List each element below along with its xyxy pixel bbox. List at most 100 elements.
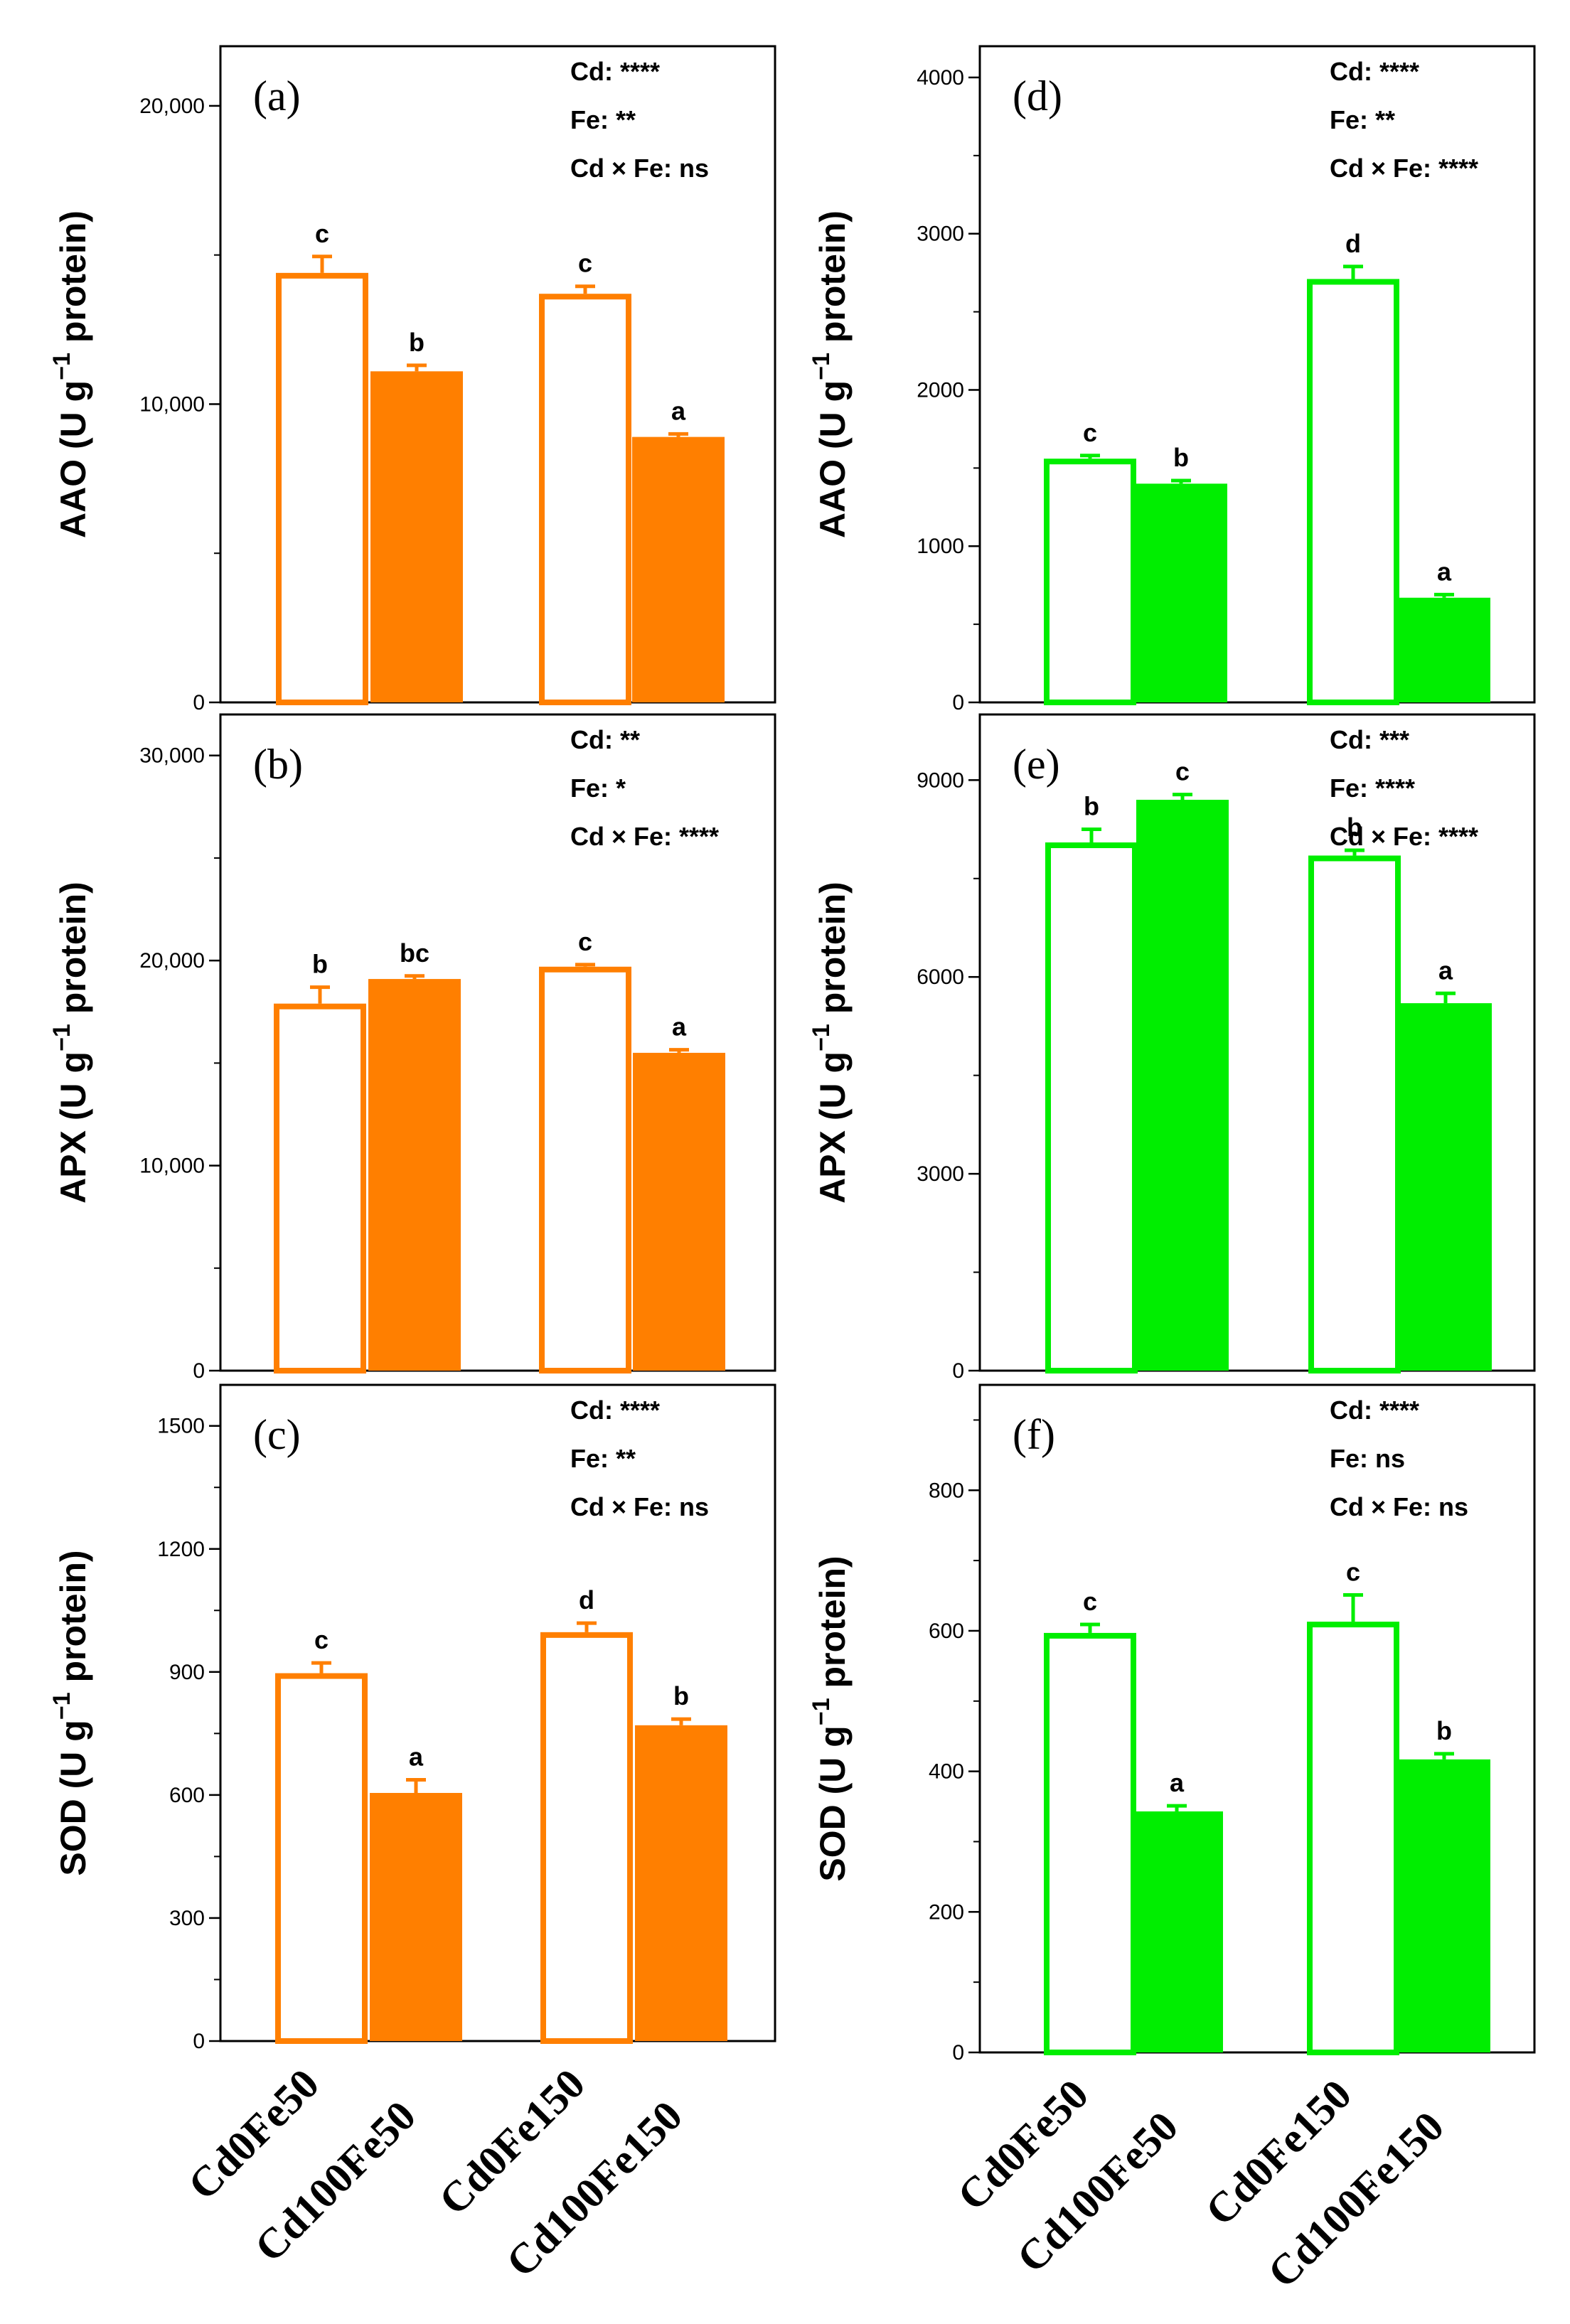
stat-annotation: Fe: ** (570, 1444, 636, 1473)
y-tick-label: 0 (193, 691, 205, 714)
significance-letter: c (1083, 418, 1097, 447)
significance-letter: c (578, 249, 592, 278)
bar-Cd0Fe50 (276, 272, 368, 705)
y-tick-label: 20,000 (139, 95, 205, 118)
significance-letter: d (1345, 229, 1361, 258)
y-axis-title-tail: protein) (813, 210, 853, 353)
y-axis-title-superscript: −1 (48, 353, 75, 380)
stat-annotation: Cd: *** (1330, 725, 1409, 754)
y-axis-title-main: APX (U g (53, 1051, 93, 1204)
y-axis-title-tail: protein) (813, 1555, 853, 1698)
y-tick-label: 20,000 (139, 949, 205, 973)
plot-frame (219, 713, 776, 1372)
y-tick-label: 0 (952, 2041, 964, 2065)
significance-letter: b (1347, 813, 1362, 842)
significance-letter: a (671, 396, 686, 425)
y-axis-title: SOD (U g−1 protein) (48, 1550, 93, 1875)
y-tick-label: 600 (169, 1784, 205, 1807)
y-axis-title: SOD (U g−1 protein) (808, 1555, 853, 1881)
y-tick-label: 400 (929, 1760, 964, 1784)
y-axis-title-main: APX (U g (813, 1051, 853, 1204)
bar-Cd100Fe150 (635, 1725, 727, 2041)
stat-annotation: Fe: * (570, 773, 626, 803)
significance-letter: b (673, 1681, 689, 1710)
significance-letter: c (1346, 1558, 1360, 1587)
y-axis-title-main: SOD (U g (53, 1720, 93, 1875)
panel-label: (f) (1013, 1411, 1055, 1458)
plot-frame (978, 1383, 1536, 2054)
significance-letter: b (1436, 1716, 1452, 1745)
y-axis-title-tail: protein) (53, 210, 93, 353)
significance-letter: c (314, 1625, 329, 1654)
y-tick-label: 900 (169, 1661, 205, 1684)
bar-Cd100Fe150 (632, 437, 725, 702)
stat-annotation: Cd: **** (570, 1396, 660, 1425)
significance-letter: d (579, 1585, 594, 1615)
chart-panel-d: 0 1000 2000 3000 4000 AAO (U g−1 protein) c b d a… (808, 45, 1536, 714)
significance-letter: a (672, 1012, 687, 1041)
y-tick-label: 30,000 (139, 744, 205, 768)
significance-letter: b (1173, 443, 1189, 472)
bar-Cd100Fe50 (1135, 483, 1227, 702)
bar-Cd0Fe50 (275, 1673, 368, 2045)
bar-Cd100Fe50 (370, 371, 463, 702)
stat-annotation: Cd: **** (1330, 1396, 1419, 1425)
panel-label: (a) (253, 73, 301, 119)
significance-letter: b (409, 328, 424, 357)
bar-Cd0Fe150 (540, 1632, 633, 2045)
significance-letter: a (409, 1742, 424, 1772)
significance-letter: bc (400, 938, 429, 968)
significance-letter: b (1084, 792, 1099, 821)
bar-Cd100Fe150 (633, 1052, 725, 1371)
y-axis-title-tail: protein) (813, 882, 853, 1024)
y-axis-title-main: AAO (U g (53, 380, 93, 538)
plot-frame (978, 45, 1536, 704)
plot-frame (219, 45, 776, 704)
significance-letter: c (315, 219, 329, 248)
y-tick-label: 1500 (157, 1415, 205, 1438)
chart-panel-e: 0 3000 6000 9000 APX (U g−1 protein) b c b a (e) C… (808, 713, 1536, 1383)
plot-frame (219, 1383, 776, 2042)
chart-panel-f: 0 200 400 600 800 SOD (U g−1 protein) c a c b (f) C… (808, 1383, 1536, 2065)
panel-label: (b) (253, 741, 303, 788)
y-tick-label: 10,000 (139, 1155, 205, 1178)
y-tick-label: 6000 (917, 965, 964, 989)
y-axis-title: APX (U g−1 protein) (48, 882, 93, 1204)
significance-letter: c (578, 927, 592, 956)
significance-letter: a (1170, 1768, 1185, 1797)
bar-Cd0Fe150 (1307, 1622, 1399, 2055)
y-tick-label: 2000 (917, 378, 964, 402)
stat-annotation: Cd: ** (570, 725, 640, 754)
y-tick-label: 0 (952, 691, 964, 714)
stat-annotation: Cd: **** (570, 57, 660, 86)
bar-Cd0Fe50 (1044, 459, 1136, 706)
y-axis-title-main: AAO (U g (813, 380, 853, 538)
bar-Cd100Fe50 (1131, 1811, 1223, 2052)
y-axis-title-superscript: −1 (808, 1024, 835, 1051)
stat-annotation: Cd × Fe: **** (1330, 154, 1478, 183)
y-axis-title-superscript: −1 (808, 1698, 835, 1725)
y-axis-title: AAO (U g−1 protein) (808, 210, 853, 538)
y-tick-label: 9000 (917, 769, 964, 792)
y-tick-label: 3000 (917, 1162, 964, 1186)
y-tick-label: 600 (929, 1619, 964, 1643)
y-tick-label: 0 (193, 1359, 205, 1383)
significance-letter: c (1083, 1587, 1097, 1616)
y-tick-label: 1000 (917, 535, 964, 558)
chart-panel-b: 0 10,000 20,000 30,000 APX (U g−1 protein) b b… (48, 713, 776, 1383)
bar-Cd100Fe50 (370, 1792, 462, 2041)
bar-Cd0Fe150 (1308, 855, 1401, 1373)
stat-annotation: Cd × Fe: **** (1330, 822, 1478, 851)
stat-annotation: Fe: ** (1330, 105, 1395, 134)
significance-letter: c (1175, 757, 1190, 786)
bar-Cd100Fe150 (1398, 597, 1490, 702)
y-tick-label: 10,000 (139, 392, 205, 416)
bar-Cd0Fe50 (1044, 1632, 1136, 2055)
stat-annotation: Cd × Fe: ns (570, 1492, 709, 1521)
chart-panel-c: 0 300 600 900 1200 1500 SOD (U g−1 protein) c a d… (48, 1383, 776, 2053)
panel-label: (e) (1013, 741, 1060, 788)
stat-annotation: Fe: ns (1330, 1444, 1405, 1473)
y-tick-label: 300 (169, 1907, 205, 1930)
significance-letter: a (1438, 955, 1453, 985)
